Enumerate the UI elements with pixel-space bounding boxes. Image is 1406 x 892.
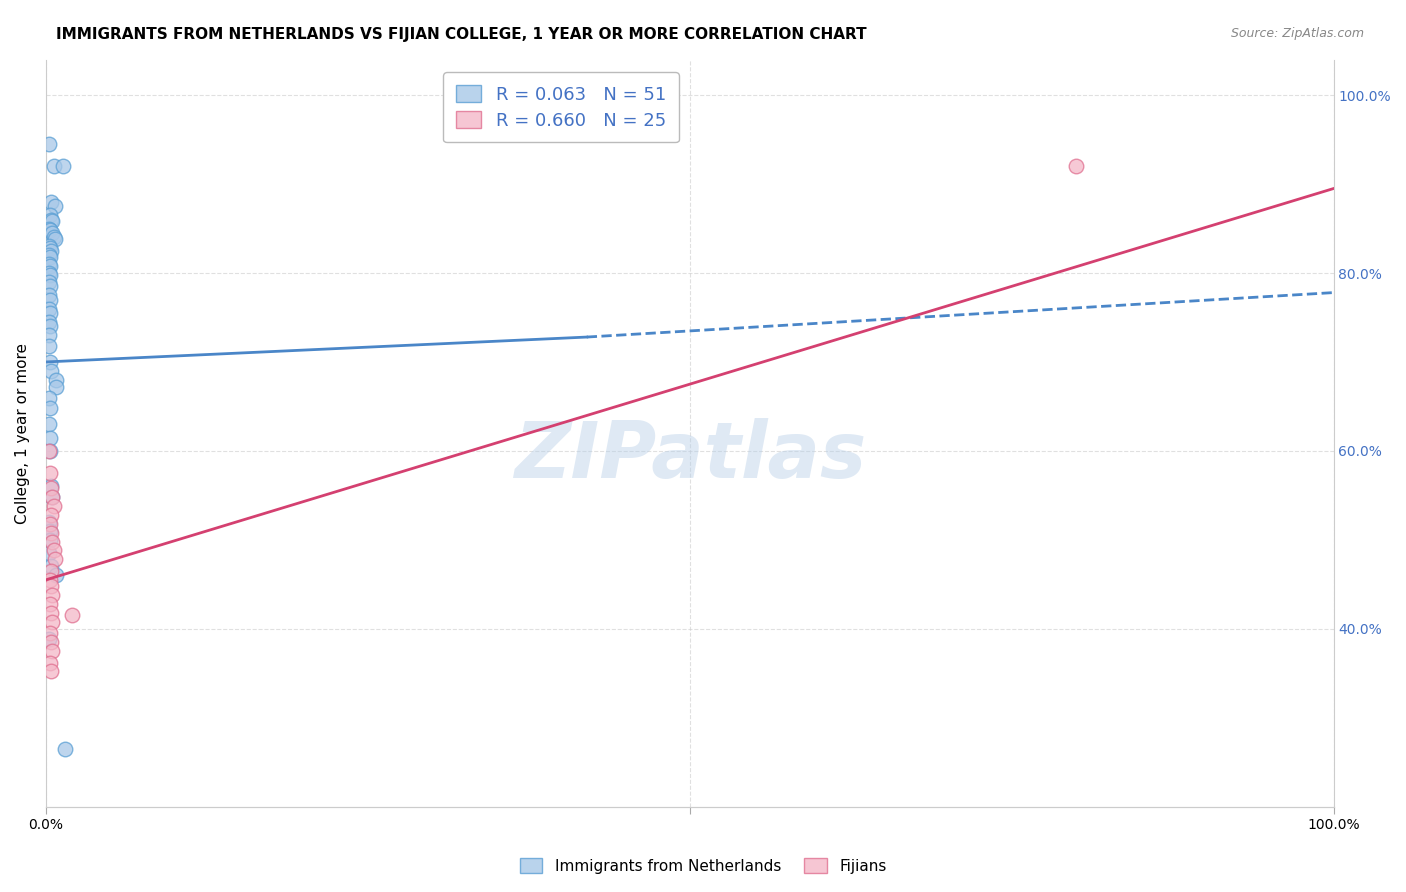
Point: [38, 266, 60, 280]
Point: [42, 159, 65, 173]
Point: [38, 268, 60, 282]
Point: [38, 241, 60, 255]
Point: [39, 481, 62, 495]
Point: [38, 223, 60, 237]
Point: [38, 319, 60, 334]
Point: [39, 525, 62, 540]
Point: [38, 328, 60, 343]
Point: [42, 499, 65, 513]
Point: [41, 226, 63, 240]
Point: [38, 656, 60, 670]
Point: [39, 559, 62, 574]
Point: [38, 546, 60, 560]
Point: [60, 608, 83, 623]
Point: [38, 466, 60, 480]
Point: [44, 199, 66, 213]
Point: [38, 306, 60, 320]
Point: [38, 417, 60, 432]
Point: [1064, 159, 1087, 173]
Point: [38, 533, 60, 547]
Point: [39, 244, 62, 258]
Point: [53, 741, 76, 756]
Point: [41, 588, 63, 602]
Point: [38, 524, 60, 538]
Point: [38, 632, 60, 647]
Point: [38, 239, 60, 253]
Point: [45, 373, 67, 387]
Point: [39, 508, 62, 522]
Point: [38, 515, 60, 529]
Point: [38, 339, 60, 353]
Point: [38, 315, 60, 329]
Point: [42, 543, 65, 558]
Point: [38, 221, 60, 235]
Point: [38, 248, 60, 262]
Legend: Immigrants from Netherlands, Fijians: Immigrants from Netherlands, Fijians: [513, 852, 893, 880]
Point: [39, 194, 62, 209]
Point: [38, 401, 60, 416]
Point: [45, 380, 67, 394]
Point: [44, 552, 66, 566]
Point: [39, 579, 62, 593]
Point: [44, 232, 66, 246]
Point: [38, 250, 60, 264]
Point: [38, 137, 60, 152]
Legend: R = 0.063   N = 51, R = 0.660   N = 25: R = 0.063 N = 51, R = 0.660 N = 25: [443, 72, 679, 143]
Point: [39, 606, 62, 620]
Point: [52, 159, 75, 173]
Point: [41, 534, 63, 549]
Point: [41, 490, 63, 504]
Point: [38, 573, 60, 587]
Y-axis label: College, 1 year or more: College, 1 year or more: [15, 343, 30, 524]
Point: [39, 635, 62, 649]
Point: [38, 443, 60, 458]
Point: [39, 479, 62, 493]
Point: [41, 644, 63, 658]
Point: [38, 355, 60, 369]
Point: [38, 626, 60, 640]
Text: Source: ZipAtlas.com: Source: ZipAtlas.com: [1230, 27, 1364, 40]
Point: [38, 293, 60, 307]
Point: [38, 431, 60, 445]
Point: [38, 443, 60, 458]
Point: [38, 257, 60, 271]
Point: [41, 490, 63, 504]
Point: [38, 259, 60, 273]
Point: [38, 597, 60, 611]
Point: [39, 212, 62, 227]
Point: [38, 275, 60, 289]
Point: [42, 230, 65, 244]
Text: IMMIGRANTS FROM NETHERLANDS VS FIJIAN COLLEGE, 1 YEAR OR MORE CORRELATION CHART: IMMIGRANTS FROM NETHERLANDS VS FIJIAN CO…: [56, 27, 868, 42]
Point: [39, 564, 62, 578]
Point: [38, 288, 60, 302]
Point: [39, 364, 62, 378]
Point: [38, 301, 60, 316]
Text: ZIPatlas: ZIPatlas: [513, 417, 866, 493]
Point: [38, 516, 60, 531]
Point: [38, 208, 60, 222]
Point: [39, 665, 62, 679]
Point: [38, 279, 60, 293]
Point: [41, 214, 63, 228]
Point: [45, 568, 67, 582]
Point: [41, 615, 63, 629]
Point: [38, 391, 60, 405]
